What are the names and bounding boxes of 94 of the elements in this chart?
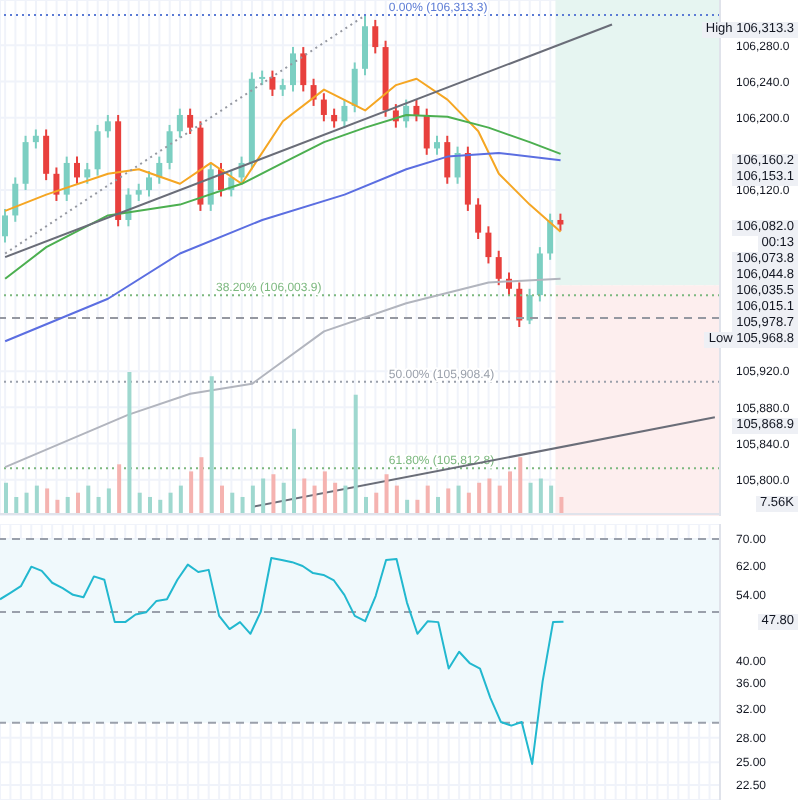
candlestick: [207, 161, 214, 212]
candlestick: [444, 134, 451, 185]
bar: [45, 488, 50, 514]
candlestick: [372, 18, 379, 55]
bar: [405, 499, 410, 514]
line-series: [4, 77, 562, 233]
candlestick: [413, 98, 420, 123]
candlestick: [94, 123, 101, 177]
bar: [518, 457, 523, 514]
candlestick: [341, 98, 348, 129]
bar: [271, 474, 276, 514]
bar: [549, 485, 554, 514]
candlestick: [53, 166, 60, 202]
candlestick: [63, 155, 70, 202]
candlestick: [320, 92, 327, 123]
bar: [209, 376, 214, 514]
bar: [384, 474, 389, 514]
bar: [281, 482, 286, 514]
bar: [466, 492, 471, 514]
candlestick: [269, 69, 276, 97]
candlestick: [2, 208, 8, 244]
candlestick: [434, 134, 440, 156]
bar: [528, 482, 533, 514]
candlestick: [32, 128, 39, 150]
bar: [55, 499, 60, 514]
candlestick: [166, 123, 173, 171]
bar: [425, 485, 430, 514]
candlestick: [12, 176, 19, 223]
bar: [65, 496, 70, 514]
bar: [34, 485, 39, 514]
candlestick: [423, 107, 430, 156]
bar: [353, 394, 358, 514]
bar: [292, 428, 296, 514]
bar: [538, 478, 543, 514]
candlestick: [454, 145, 461, 185]
candlestick: [84, 161, 91, 185]
bar: [189, 471, 194, 514]
bar: [168, 492, 173, 514]
candlestick: [176, 107, 183, 139]
bar: [446, 488, 451, 514]
bar: [148, 496, 152, 514]
bar: [230, 492, 235, 514]
candlestick: [495, 249, 502, 287]
bar: [4, 482, 8, 514]
bar: [261, 478, 266, 514]
candlestick: [104, 113, 111, 139]
bar: [199, 457, 204, 514]
bar: [158, 499, 163, 514]
bar: [24, 492, 29, 514]
candlestick: [74, 155, 80, 185]
bar: [487, 478, 492, 514]
candlestick: [187, 107, 194, 135]
bar: [343, 485, 348, 514]
candlestick: [485, 225, 492, 265]
bar: [86, 485, 91, 514]
bar: [456, 485, 461, 514]
bar: [302, 478, 307, 514]
candlestick: [536, 246, 543, 303]
candlestick: [22, 134, 29, 192]
line-series: [4, 277, 562, 469]
bar: [240, 496, 245, 514]
bar: [14, 496, 19, 514]
bar: [127, 372, 132, 514]
candlestick: [300, 46, 307, 93]
bar: [394, 485, 399, 514]
candlestick: [146, 170, 152, 198]
candlestick: [331, 107, 338, 129]
bar: [497, 485, 502, 514]
candlestick: [475, 197, 482, 240]
candlestick: [43, 128, 50, 182]
bar: [178, 485, 183, 514]
bar: [312, 485, 317, 514]
candlestick: [362, 14, 368, 77]
bar: [333, 482, 338, 514]
candlestick: [526, 287, 533, 326]
candlestick: [351, 61, 358, 114]
bar: [76, 492, 80, 514]
bar: [364, 496, 368, 514]
bar: [250, 485, 255, 514]
candlestick: [290, 46, 296, 93]
bar: [220, 485, 224, 514]
bar: [322, 471, 327, 514]
bar: [559, 496, 564, 514]
bar: [436, 496, 440, 514]
bar: [508, 471, 512, 514]
bar: [415, 499, 420, 514]
bar: [117, 464, 122, 514]
bar: [477, 482, 482, 514]
candlestick: [547, 212, 554, 261]
line-series: [0, 557, 565, 765]
bar: [137, 492, 142, 514]
bar: [96, 496, 101, 514]
bar: [374, 492, 379, 514]
bar: [106, 488, 111, 514]
